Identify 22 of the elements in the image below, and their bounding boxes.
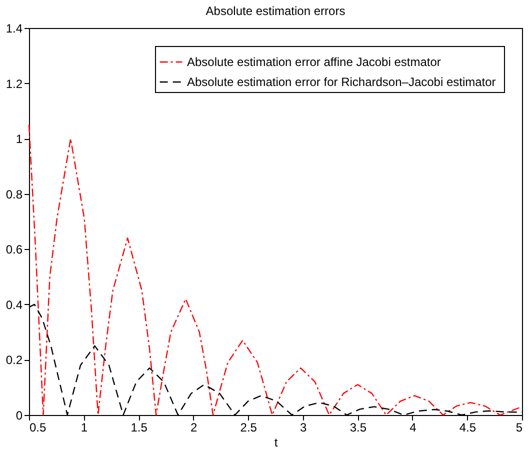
x-tick-label: 4.5 <box>459 420 476 434</box>
x-tick-label: 3.5 <box>350 420 367 434</box>
y-tick-label: 0.2 <box>6 353 23 368</box>
x-tick-label: 4 <box>410 420 417 434</box>
legend-label: Absolute estimation error affine Jacobi estmator <box>187 55 441 69</box>
x-tick-label: 2 <box>190 420 198 434</box>
x-tick-label: 2.5 <box>240 420 258 434</box>
x-tick-label: 1 <box>80 420 88 434</box>
x-tick-label: 0.5 <box>30 420 47 434</box>
y-tick-label: 0.8 <box>6 187 23 202</box>
x-tick-label: 5 <box>516 420 523 434</box>
y-tick-label: 1.4 <box>6 22 23 36</box>
chart-title: Absolute estimation errors <box>206 4 346 18</box>
y-tick-label: 0.4 <box>6 298 23 312</box>
x-axis-title: t <box>274 436 278 450</box>
y-tick-label: 1.2 <box>6 76 23 91</box>
legend-label: Absolute estimation error for Richardson–Jacobi estimator <box>187 75 496 89</box>
x-tick-label: 1.5 <box>130 420 148 434</box>
y-tick-label: 1 <box>16 132 23 146</box>
y-tick-label: 0.6 <box>6 242 23 257</box>
y-tick-label: 0 <box>16 408 23 422</box>
x-tick-label: 3 <box>300 420 308 434</box>
